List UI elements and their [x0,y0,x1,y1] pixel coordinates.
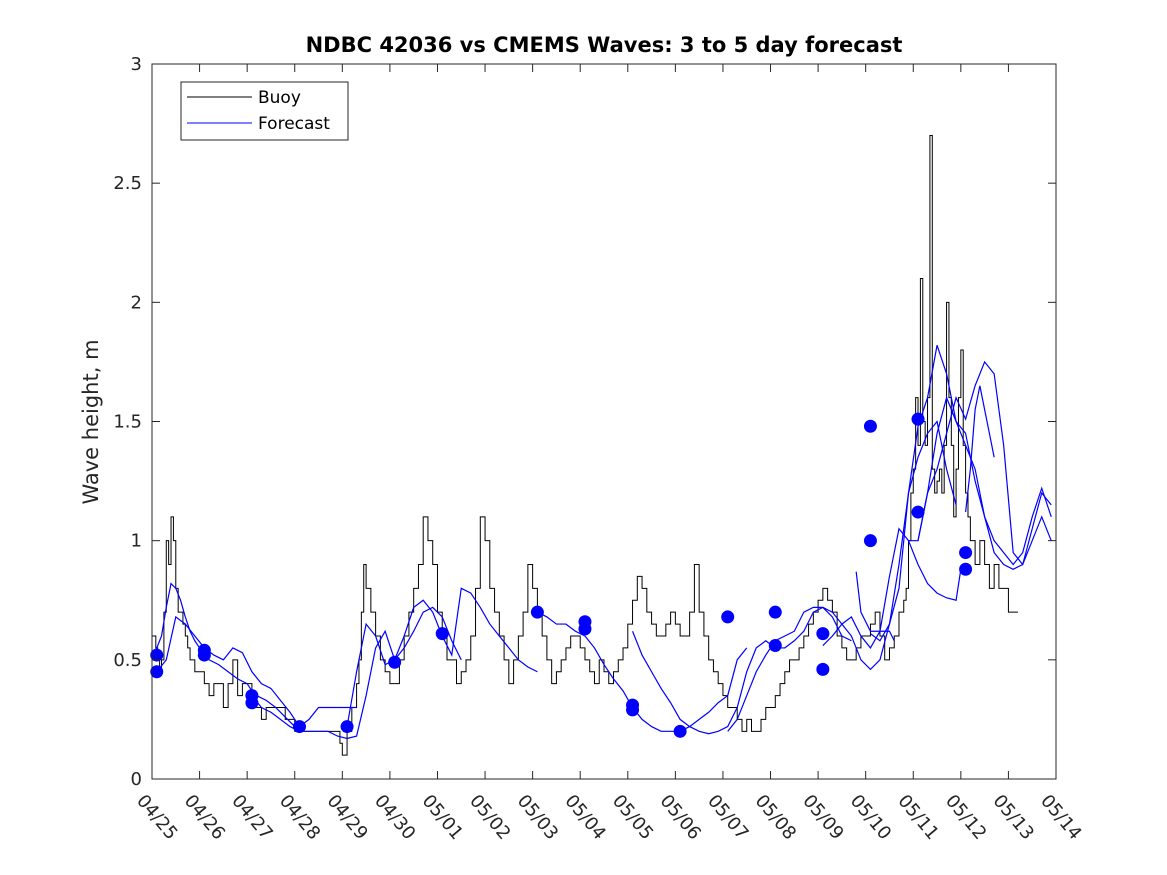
forecast-marker [911,505,925,519]
x-tick-label: 04/25 [132,791,181,844]
buoy-line [152,135,1018,756]
forecast-marker [959,562,973,576]
legend-box [180,81,349,141]
y-tick-label: 1.5 [113,412,142,433]
x-tick-label: 04/29 [322,791,371,844]
forecast-series [152,345,1052,740]
y-axis-label: Wave height, m [79,339,103,504]
forecast-marker [292,720,306,734]
forecast-marker [816,662,830,676]
forecast-line [152,582,305,728]
forecast-marker [340,720,354,734]
forecast-line [727,420,957,732]
y-tick-label: 2 [131,292,142,313]
forecast-line [537,611,748,732]
forecast-marker [768,605,782,619]
x-tick-label: 05/02 [465,791,514,844]
forecast-line [631,606,852,735]
forecast-line [251,606,462,740]
forecast-marker [150,665,164,679]
forecast-marker [673,724,687,738]
legend: Buoy Forecast [180,81,349,141]
x-tick-label: 05/06 [656,791,705,844]
x-tick-label: 05/10 [846,791,895,844]
forecast-marker [388,655,402,669]
forecast-marker [863,534,877,548]
forecast-marker [150,648,164,662]
x-tick-label: 05/05 [608,791,657,844]
forecast-marker [911,412,925,426]
forecast-marker [768,639,782,653]
x-tick-label: 04/27 [227,791,276,844]
x-tick-label: 05/13 [989,791,1038,844]
x-tick-label: 04/28 [275,791,324,844]
y-tick-label: 1 [131,531,142,552]
x-tick-label: 04/26 [180,791,229,844]
y-tick-label: 0.5 [113,650,142,671]
forecast-marker [245,696,259,710]
x-tick-label: 05/09 [798,791,847,844]
forecast-line [907,540,962,601]
forecast-marker [435,627,449,641]
x-axis: 04/2504/2604/2704/2804/2904/3005/0105/02… [132,64,1086,844]
forecast-marker [578,622,592,636]
forecast-marker [816,627,830,641]
legend-forecast-label: Forecast [258,114,330,134]
x-tick-label: 05/07 [703,791,752,844]
x-tick-label: 05/01 [418,791,467,844]
forecast-marker [530,605,544,619]
forecast-line [870,345,1052,642]
x-tick-label: 04/30 [370,791,419,844]
y-tick-label: 3 [131,54,142,75]
buoy-series [152,135,1018,756]
x-tick-label: 05/12 [941,791,990,844]
x-tick-label: 05/11 [893,791,942,844]
forecast-marker [626,703,640,717]
forecast-line [917,360,1052,566]
forecast-line [346,587,538,727]
forecast-line [822,395,1052,649]
forecast-marker [721,610,735,624]
y-axis: 0 0.5 1 1.5 2 2.5 3 [113,54,1056,790]
forecast-line [855,571,895,642]
forecast-marker [959,546,973,560]
forecast-line [965,385,995,513]
x-tick-label: 05/08 [751,791,800,844]
forecast-marker [863,419,877,433]
plot-area [150,135,1052,756]
y-tick-label: 0 [131,769,142,790]
x-tick-label: 05/04 [560,791,609,844]
forecast-markers [150,412,973,738]
legend-buoy-label: Buoy [258,88,301,108]
chart-title: NDBC 42036 vs CMEMS Waves: 3 to 5 day fo… [306,33,903,57]
x-tick-label: 05/14 [1036,791,1085,844]
forecast-line [156,615,357,728]
x-tick-label: 05/03 [513,791,562,844]
y-tick-label: 2.5 [113,173,142,194]
forecast-marker [197,648,211,662]
